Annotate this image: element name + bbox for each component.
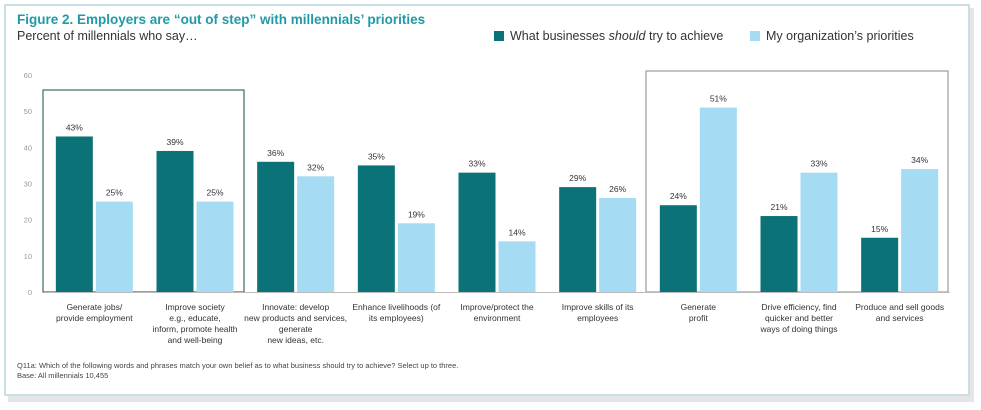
data-label: 26%	[609, 184, 626, 194]
data-label: 19%	[408, 209, 425, 219]
bar-should	[861, 237, 899, 292]
category-label: Enhance livelihoods (of its employees)	[352, 302, 441, 323]
bar-organization	[297, 176, 335, 292]
bar-organization	[498, 241, 536, 292]
bar-should	[357, 165, 395, 292]
data-label: 25%	[206, 188, 223, 198]
bar-organization	[95, 201, 133, 292]
legend-item-organization: My organization’s priorities	[750, 29, 914, 43]
legend-label-em: should	[608, 29, 646, 43]
y-tick-label: 60	[24, 71, 32, 80]
data-label: 39%	[166, 137, 183, 147]
data-label: 21%	[770, 202, 787, 212]
category-label: Improve/protect the environment	[460, 302, 534, 323]
bar-should	[156, 150, 194, 292]
data-label: 33%	[468, 159, 485, 169]
category-label: Generate profit	[681, 302, 717, 323]
y-tick-label: 50	[24, 107, 32, 116]
data-label: 34%	[911, 155, 928, 165]
figure-subtitle: Percent of millennials who say…	[17, 29, 198, 43]
figure-title: Figure 2. Employers are “out of step” wi…	[17, 12, 425, 27]
category-label: Innovate: develop new products and servic…	[244, 302, 347, 345]
bar-organization	[196, 201, 234, 292]
y-tick-label: 10	[24, 252, 32, 261]
category-label: Drive efficiency, find quicker and better…	[759, 302, 837, 334]
category-label: Improve society e.g., educate, inform, pro…	[152, 302, 237, 345]
legend-label-prefix: What businesses	[510, 29, 609, 43]
legend-label-suffix: try to achieve	[645, 29, 724, 43]
bar-should	[659, 205, 697, 292]
y-tick-label: 20	[24, 216, 32, 225]
legend-label-should: What businesses should try to achieve	[510, 29, 723, 43]
data-label: 25%	[106, 188, 123, 198]
data-label: 14%	[508, 227, 525, 237]
bar-organization	[901, 169, 939, 292]
y-tick-label: 0	[28, 288, 32, 297]
legend-swatch-organization	[750, 31, 760, 41]
bar-organization	[699, 107, 737, 292]
data-label: 33%	[810, 159, 827, 169]
data-label: 35%	[368, 151, 385, 161]
title-prefix: Figure 2.	[17, 12, 78, 27]
legend-item-should: What businesses should try to achieve	[494, 29, 723, 43]
category-label: Generate jobs/provide employment	[56, 302, 133, 323]
data-label: 51%	[710, 94, 727, 104]
y-tick-label: 40	[24, 143, 32, 152]
bar-should	[257, 161, 295, 292]
category-label: Improve skills of its employees	[562, 302, 634, 323]
data-label: 43%	[66, 122, 83, 132]
y-tick-label: 30	[24, 180, 32, 189]
bar-organization	[800, 172, 838, 292]
data-label: 29%	[569, 173, 586, 183]
data-label: 36%	[267, 148, 284, 158]
bar-should	[760, 216, 798, 292]
bar-should	[55, 136, 93, 292]
footnote-base: Base: All millennials 10,455	[17, 371, 109, 380]
data-label: 15%	[871, 224, 888, 234]
bar-should	[559, 187, 597, 292]
legend-swatch-should	[494, 31, 504, 41]
bar-organization	[599, 197, 637, 292]
data-label: 32%	[307, 162, 324, 172]
legend-label-organization: My organization’s priorities	[766, 29, 914, 43]
data-label: 24%	[670, 191, 687, 201]
title-main: Employers are “out of step” with millenn…	[77, 12, 426, 27]
footnote-question: Q11a: Which of the following words and p…	[17, 361, 459, 370]
category-label: Produce and sell goods and services	[855, 302, 944, 323]
bar-organization	[397, 223, 435, 292]
bar-should	[458, 172, 496, 292]
footnote: Q11a: Which of the following words and p…	[17, 361, 458, 381]
